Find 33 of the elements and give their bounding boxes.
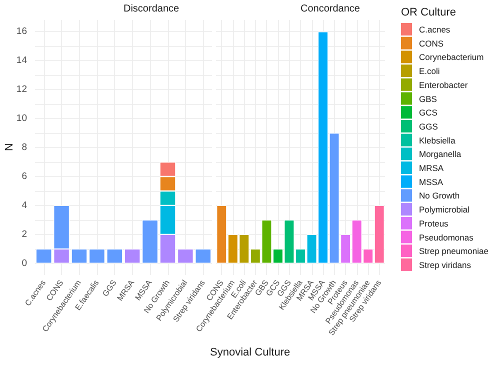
y-tick-label: 0	[22, 258, 27, 269]
legend-label: Strep pneumoniae	[419, 246, 489, 256]
legend-label: CONS	[419, 38, 444, 48]
legend-label: Corynebacterium	[419, 52, 484, 62]
y-tick-label: 16	[16, 26, 27, 38]
y-tick-label: 6	[22, 170, 27, 182]
chart-title: Concordance	[300, 4, 360, 14]
legend-label: GBS	[419, 94, 438, 104]
legend-label: Enterobacter	[419, 80, 468, 90]
y-tick-label: 14	[16, 55, 27, 66]
legend-label: Strep viridans	[419, 260, 471, 270]
legend-label: MSSA	[419, 176, 444, 187]
y-tick-label: 4	[22, 200, 27, 211]
y-axis-title: N	[4, 142, 16, 151]
bar	[71, 248, 88, 264]
legend-label: Proteus	[419, 218, 448, 228]
y-tick-label: 10	[16, 113, 27, 124]
legend-label: Pseudomonas	[419, 232, 474, 242]
legend-label: Morganella	[419, 149, 462, 160]
x-axis-title: Synovial Culture	[210, 346, 290, 358]
legend-label: Klebsiella	[419, 135, 456, 146]
legend-label: GCS	[419, 108, 438, 118]
y-tick-label: 2	[22, 228, 27, 240]
legend-label: GGS	[419, 121, 438, 132]
y-tick-label: 12	[16, 84, 27, 96]
chart-title: Discordance	[123, 4, 180, 14]
legend-label: MRSA	[419, 163, 444, 173]
legend-label: E.coli	[419, 66, 440, 76]
legend-title: OR Culture	[401, 6, 456, 18]
legend-label: C.acnes	[419, 24, 450, 34]
y-tick-label: 8	[22, 142, 27, 153]
legend-label: No Growth	[419, 190, 460, 201]
legend-label: Polymicrobial	[419, 204, 470, 215]
